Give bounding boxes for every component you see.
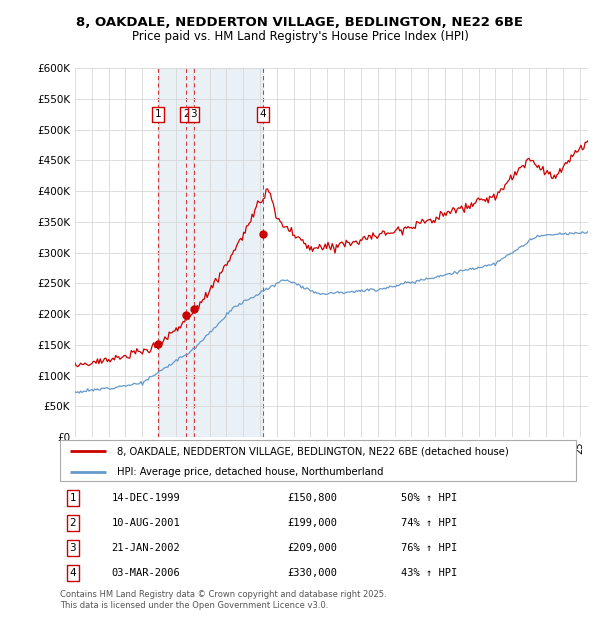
Text: 8, OAKDALE, NEDDERTON VILLAGE, BEDLINGTON, NE22 6BE (detached house): 8, OAKDALE, NEDDERTON VILLAGE, BEDLINGTO… (117, 446, 509, 456)
Text: £199,000: £199,000 (287, 518, 337, 528)
Text: Price paid vs. HM Land Registry's House Price Index (HPI): Price paid vs. HM Land Registry's House … (131, 30, 469, 43)
Text: 1: 1 (70, 493, 76, 503)
Text: 2: 2 (70, 518, 76, 528)
Text: 4: 4 (70, 569, 76, 578)
Text: 76% ↑ HPI: 76% ↑ HPI (401, 543, 457, 553)
Text: 50% ↑ HPI: 50% ↑ HPI (401, 493, 457, 503)
Text: 10-AUG-2001: 10-AUG-2001 (112, 518, 181, 528)
Text: 2: 2 (183, 109, 190, 119)
Text: 3: 3 (70, 543, 76, 553)
Text: 3: 3 (190, 109, 197, 119)
Text: 74% ↑ HPI: 74% ↑ HPI (401, 518, 457, 528)
Text: 43% ↑ HPI: 43% ↑ HPI (401, 569, 457, 578)
Text: Contains HM Land Registry data © Crown copyright and database right 2025.
This d: Contains HM Land Registry data © Crown c… (60, 590, 386, 609)
Text: 14-DEC-1999: 14-DEC-1999 (112, 493, 181, 503)
Text: 8, OAKDALE, NEDDERTON VILLAGE, BEDLINGTON, NE22 6BE: 8, OAKDALE, NEDDERTON VILLAGE, BEDLINGTO… (77, 16, 523, 29)
Text: HPI: Average price, detached house, Northumberland: HPI: Average price, detached house, Nort… (117, 467, 383, 477)
Text: 03-MAR-2006: 03-MAR-2006 (112, 569, 181, 578)
Text: £209,000: £209,000 (287, 543, 337, 553)
Text: £150,800: £150,800 (287, 493, 337, 503)
Bar (158, 68, 263, 437)
Text: £330,000: £330,000 (287, 569, 337, 578)
Text: 1: 1 (155, 109, 161, 119)
Text: 4: 4 (260, 109, 266, 119)
Text: 21-JAN-2002: 21-JAN-2002 (112, 543, 181, 553)
